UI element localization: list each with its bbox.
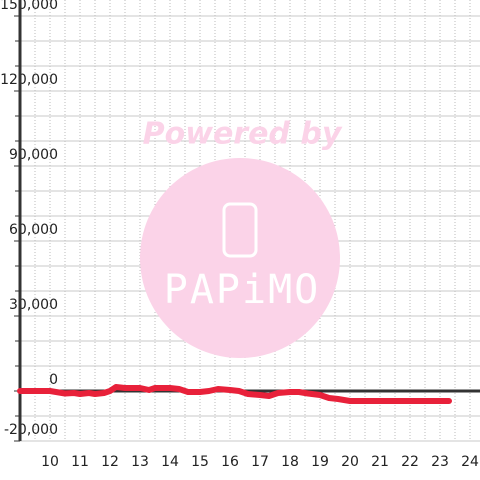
watermark-text: Powered by: [143, 117, 343, 152]
x-tick-label: 16: [221, 454, 239, 470]
x-tick-label: 14: [161, 454, 179, 470]
x-tick-label: 18: [281, 454, 299, 470]
y-tick-label: 30,000: [9, 297, 58, 313]
y-tick-label: -20,000: [4, 422, 58, 438]
y-tick-label: 60,000: [9, 222, 58, 238]
y-tick-label: 0: [49, 372, 58, 388]
x-tick-label: 20: [341, 454, 359, 470]
x-tick-label: 13: [131, 454, 149, 470]
x-tick-label: 12: [101, 454, 119, 470]
watermark-circle: [140, 158, 340, 358]
data-line: [17, 384, 452, 404]
x-tick-label: 11: [71, 454, 89, 470]
x-tick-label: 24: [461, 454, 479, 470]
watermark: Powered by PAPiMO: [140, 117, 343, 358]
x-tick-label: 15: [191, 454, 209, 470]
watermark-logo: PAPiMO: [164, 267, 321, 313]
y-tick-label: 120,000: [0, 72, 58, 88]
y-tick-label: 150,000: [0, 0, 58, 13]
y-tick-label: 90,000: [9, 147, 58, 163]
x-tick-label: 19: [311, 454, 329, 470]
x-tick-label: 23: [431, 454, 449, 470]
x-tick-label: 22: [401, 454, 419, 470]
watermark-icon: [222, 202, 258, 258]
x-tick-label: 10: [41, 454, 59, 470]
x-tick-label: 21: [371, 454, 389, 470]
x-tick-label: 17: [251, 454, 269, 470]
